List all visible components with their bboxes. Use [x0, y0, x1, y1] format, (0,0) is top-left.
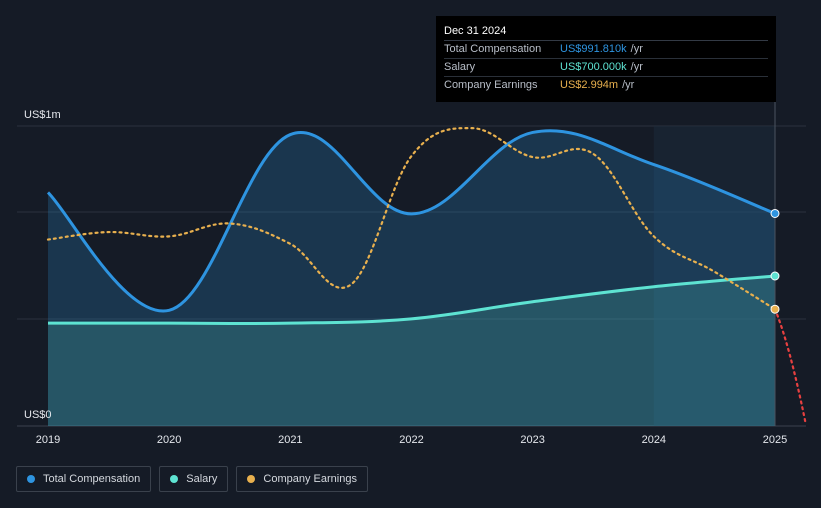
forecast-region: [653, 126, 775, 426]
tooltip-unit: /yr: [630, 43, 643, 55]
x-tick-label: 2021: [278, 434, 302, 446]
legend-label: Total Compensation: [43, 473, 141, 485]
tooltip-row-total-compensation: Total Compensation US$991.810k /yr: [444, 41, 768, 59]
legend-label: Company Earnings: [263, 473, 357, 485]
legend-item-company-earnings[interactable]: Company Earnings: [236, 466, 368, 492]
tooltip-value: US$2.994m: [560, 79, 619, 91]
company-earnings-marker: [770, 304, 780, 314]
tooltip-label: Company Earnings: [444, 79, 538, 91]
legend-item-salary[interactable]: Salary: [159, 466, 229, 492]
tooltip-date: Dec 31 2024: [444, 22, 768, 41]
tooltip-unit: /yr: [622, 79, 635, 91]
tooltip-row-salary: Salary US$700.000k /yr: [444, 59, 768, 77]
x-tick-label: 2022: [399, 434, 423, 446]
total-compensation-area: [48, 130, 775, 427]
tooltip-label: Total Compensation: [444, 43, 542, 55]
total-compensation-marker: [770, 208, 780, 218]
legend-label: Salary: [186, 473, 218, 485]
x-tick-label: 2024: [642, 434, 666, 446]
x-tick-label: 2020: [157, 434, 181, 446]
legend-dot-icon: [170, 475, 179, 483]
tooltip-label: Salary: [444, 61, 476, 73]
legend-item-total-compensation[interactable]: Total Compensation: [16, 466, 152, 492]
company-earnings-negative-line: [773, 308, 807, 423]
tooltip-value: US$991.810k: [560, 43, 627, 55]
chart-areas: [48, 130, 775, 427]
chart-markers: [770, 208, 780, 314]
legend-dot-icon: [27, 475, 35, 483]
chart-lines: [46, 127, 807, 423]
salary-line: [47, 274, 776, 325]
tooltip-row-company-earnings: Company Earnings US$2.994m /yr: [444, 77, 768, 94]
y-axis-labels: US$1m US$0: [24, 109, 61, 421]
x-tick-label: 2019: [36, 434, 60, 446]
tooltip-unit: /yr: [630, 61, 643, 73]
x-axis-labels: 2019 2020 2021 2022 2023 2024 2025: [36, 434, 787, 446]
y-tick-label: US$1m: [24, 109, 61, 121]
legend-dot-icon: [247, 475, 256, 483]
chart-legend: Total Compensation Salary Company Earnin…: [16, 466, 368, 492]
tooltip-value: US$700.000k: [560, 61, 627, 73]
chart-tooltip: Dec 31 2024 Total Compensation US$991.81…: [436, 16, 776, 102]
salary-area: [48, 276, 775, 426]
x-tick-label: 2025: [763, 434, 787, 446]
x-tick-label: 2023: [520, 434, 544, 446]
y-tick-label: US$0: [24, 409, 52, 421]
salary-marker: [770, 271, 780, 281]
company-earnings-line: [46, 127, 777, 311]
